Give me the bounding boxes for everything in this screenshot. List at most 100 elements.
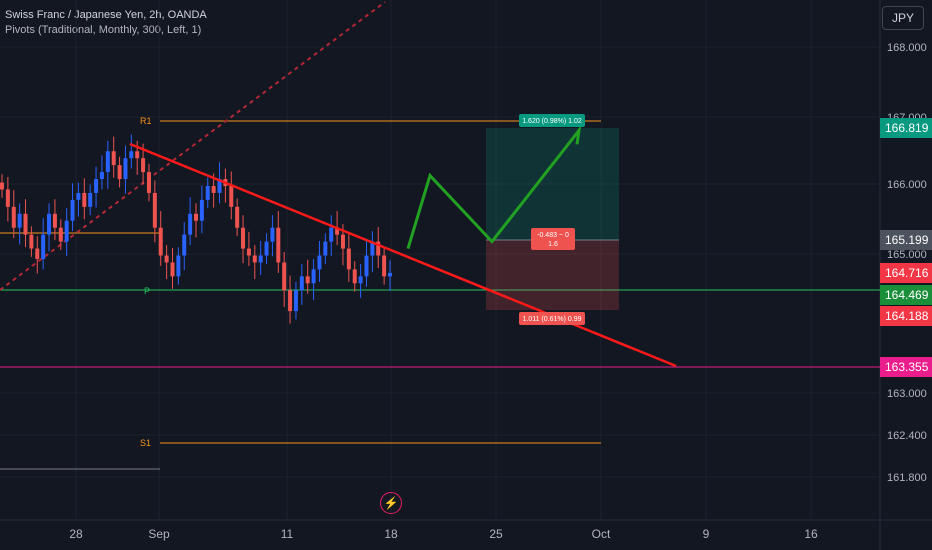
candle-body <box>58 227 63 242</box>
price-tag-stop-text: 164.188 <box>885 309 929 323</box>
candle-body <box>335 227 340 235</box>
descending-trendline[interactable] <box>129 142 677 368</box>
candle-body <box>235 206 240 228</box>
candle-body <box>99 172 104 180</box>
x-tick: 9 <box>703 527 710 541</box>
candle-body <box>346 248 351 270</box>
stop-zone[interactable] <box>486 240 619 310</box>
stop-label: 1.011 (0.61%) 0.99 <box>522 316 581 323</box>
candle-body <box>94 179 99 193</box>
candle-body <box>252 255 257 263</box>
y-tick: 168.000 <box>887 42 927 54</box>
y-tick: 163.000 <box>887 388 927 400</box>
candle-body <box>152 192 157 228</box>
candle-body <box>123 158 128 180</box>
price-tag-target <box>880 118 932 138</box>
candle-body <box>241 227 246 249</box>
indicator-legend: Pivots (Traditional, Monthly, 300, Left,… <box>5 24 202 36</box>
candle-body <box>88 192 93 207</box>
candle-body <box>358 276 363 284</box>
candle-body <box>388 272 392 277</box>
price-tag-pivot-text: 164.469 <box>885 288 929 302</box>
candle-body <box>382 255 387 277</box>
y-tick: 161.800 <box>887 472 927 484</box>
candle-body <box>141 158 146 173</box>
price-tag-level-text: 163.355 <box>885 360 929 374</box>
candle-body <box>188 213 193 235</box>
x-tick: Oct <box>592 527 611 541</box>
candle-body <box>52 213 57 228</box>
candle-body <box>364 255 369 277</box>
candle-body <box>146 172 151 193</box>
y-tick: 162.400 <box>887 430 927 442</box>
pivot-p-label: P <box>144 286 150 296</box>
chart-header: Swiss Franc / Japanese Yen, 2h, OANDA Pi… <box>5 8 207 38</box>
candle-body <box>135 151 140 159</box>
y-tick: 165.000 <box>887 249 927 261</box>
price-tag-stop <box>880 306 932 326</box>
projection-path[interactable] <box>406 125 582 249</box>
candle-body <box>299 276 304 291</box>
grid <box>0 0 880 520</box>
candle-body <box>276 227 281 263</box>
candle-body <box>376 241 381 256</box>
pivot-s1-label: S1 <box>140 438 151 448</box>
entry-label-box <box>531 228 575 250</box>
x-tick: Sep <box>148 527 170 541</box>
candle-body <box>23 213 28 235</box>
candle-body <box>129 151 134 159</box>
candle-body <box>170 262 175 277</box>
candle-body <box>164 255 169 263</box>
candle-body <box>182 234 187 256</box>
candle-body <box>340 234 345 249</box>
time-axis[interactable]: 28 Sep 11 18 25 Oct 9 16 <box>69 527 818 541</box>
candle-body <box>47 213 52 235</box>
candle-body <box>176 255 181 277</box>
candle-body <box>258 255 263 263</box>
candle-body <box>305 276 310 284</box>
entry-label-line1: -0.483 − 0 <box>537 232 569 239</box>
entry-label-line2: 1.6 <box>548 241 558 248</box>
candle-body <box>246 248 251 256</box>
currency-button[interactable]: JPY <box>882 6 924 30</box>
x-tick: 18 <box>384 527 398 541</box>
candle-body <box>194 213 198 221</box>
candles <box>0 134 392 324</box>
candle-body <box>82 192 87 207</box>
pivot-r1-label: R1 <box>140 116 152 126</box>
dotted-trendline[interactable] <box>0 1 386 291</box>
candle-body <box>293 290 298 312</box>
candle-body <box>111 151 116 166</box>
candle-body <box>17 213 22 228</box>
candle-body <box>311 269 316 284</box>
candle-body <box>5 189 10 207</box>
candle-body <box>264 241 269 256</box>
price-tag-target-text: 166.819 <box>885 121 929 135</box>
candle-body <box>117 165 122 180</box>
price-tag-last <box>880 263 932 283</box>
stop-label-box <box>519 312 585 325</box>
symbol-title: Swiss Franc / Japanese Yen, 2h, OANDA <box>5 9 207 21</box>
candle-body <box>41 234 46 259</box>
target-label-box <box>519 114 585 127</box>
candle-body <box>211 186 216 193</box>
x-tick: 11 <box>281 527 294 541</box>
candle-body <box>29 234 34 249</box>
x-tick: 28 <box>69 527 83 541</box>
y-tick: 166.000 <box>887 179 927 191</box>
x-tick: 25 <box>489 527 503 541</box>
x-tick: 16 <box>804 527 818 541</box>
candle-body <box>158 227 163 256</box>
candle-body <box>370 241 375 256</box>
candle-body <box>282 262 287 291</box>
candle-body <box>70 199 75 221</box>
lightning-icon[interactable]: ⚡ <box>380 492 402 514</box>
candle-body <box>288 290 293 312</box>
candle-body <box>64 220 69 242</box>
candle-body <box>329 227 334 242</box>
candle-body <box>105 151 110 173</box>
candle-body <box>35 248 40 259</box>
candle-body <box>11 206 16 228</box>
price-tag-entry-text: 165.199 <box>885 233 929 247</box>
